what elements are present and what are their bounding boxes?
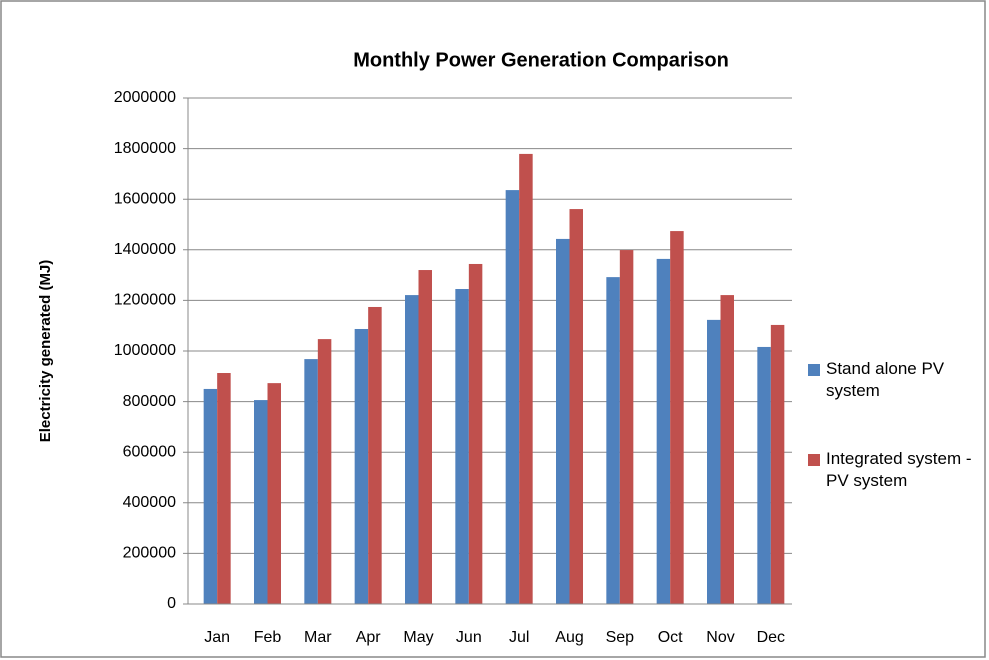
y-tick-label: 400000	[123, 494, 176, 511]
x-tick-label: Feb	[254, 629, 282, 646]
legend-entry: Integrated system - PV system	[826, 449, 972, 490]
x-tick-label: May	[403, 629, 433, 646]
bar	[254, 400, 268, 604]
bar	[317, 339, 332, 604]
bar	[707, 319, 721, 604]
bar	[556, 238, 570, 604]
y-tick-label: 1200000	[114, 292, 176, 309]
y-tick-label: 1000000	[114, 342, 176, 359]
bar	[455, 289, 469, 604]
y-tick-label: 2000000	[114, 89, 176, 106]
x-tick-label: Mar	[304, 629, 332, 646]
y-tick-label: 600000	[123, 443, 176, 460]
bar	[606, 277, 620, 604]
bar	[468, 263, 483, 604]
bar	[505, 190, 520, 605]
x-tick-label: Apr	[356, 629, 382, 646]
bar	[670, 231, 684, 604]
y-tick-label: 0	[167, 595, 176, 612]
y-tick-label: 1600000	[114, 190, 176, 207]
chart-title: Monthly Power Generation Comparison	[353, 49, 729, 71]
bar	[619, 250, 634, 605]
bar	[354, 328, 369, 604]
bar	[368, 306, 382, 604]
x-tick-label: Nov	[706, 629, 734, 646]
bar	[418, 270, 432, 604]
y-tick-label: 800000	[123, 393, 176, 410]
x-tick-label: Sep	[606, 629, 635, 646]
x-tick-label: Jan	[204, 629, 230, 646]
bar	[656, 258, 671, 604]
bar	[569, 209, 583, 604]
legend-label: Integrated system - PV system	[826, 449, 972, 490]
bar	[217, 373, 231, 604]
x-tick-label: Aug	[555, 629, 583, 646]
y-tick-label: 1800000	[114, 140, 176, 157]
bar	[203, 388, 218, 604]
y-axis-label: Electricity generated (MJ)	[37, 260, 54, 443]
bar	[720, 295, 734, 604]
y-tick-label: 200000	[123, 545, 176, 562]
x-tick-label: Dec	[757, 629, 785, 646]
bar	[770, 324, 785, 604]
bar	[405, 295, 419, 604]
bar	[304, 359, 318, 604]
y-tick-label: 1400000	[114, 241, 176, 258]
legend-swatch	[808, 454, 820, 466]
x-tick-label: Jul	[509, 629, 529, 646]
legend-entry: Stand alone PV system	[826, 359, 945, 400]
legend-swatch	[808, 364, 820, 376]
bar	[519, 153, 533, 604]
bar	[267, 383, 281, 604]
x-tick-label: Jun	[456, 629, 482, 646]
bar	[757, 346, 771, 604]
legend-label: Stand alone PV system	[826, 359, 945, 400]
x-tick-label: Oct	[658, 629, 683, 646]
